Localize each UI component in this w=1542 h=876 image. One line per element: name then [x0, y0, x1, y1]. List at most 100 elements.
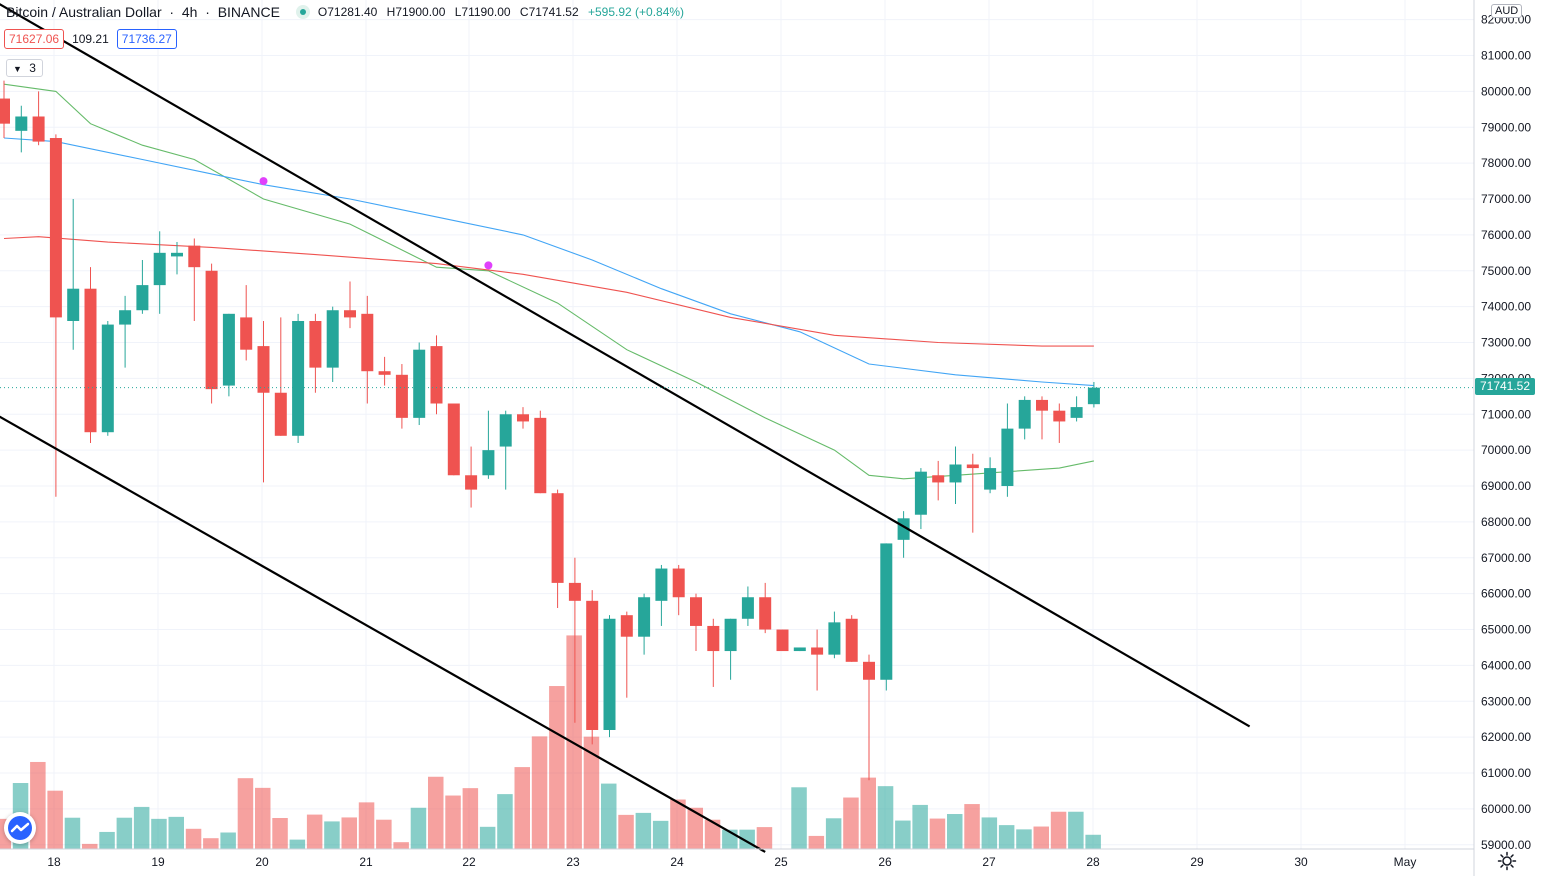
candle [153, 231, 166, 314]
volume-bar [912, 804, 928, 849]
volume-bar [1085, 834, 1101, 849]
volume-bar [704, 819, 721, 849]
time-tick-label: 23 [566, 855, 580, 869]
price-tick-label: 64000.00 [1481, 658, 1531, 672]
volume-bar [756, 827, 773, 849]
price-tick-label: 63000.00 [1481, 694, 1531, 708]
candle [101, 320, 114, 436]
candle [395, 364, 408, 429]
candle [845, 615, 858, 662]
candle-body [586, 600, 599, 730]
candle-body [1018, 399, 1031, 429]
close-value: C71741.52 [519, 5, 579, 19]
candle [136, 259, 149, 314]
volume-bar [652, 820, 669, 849]
candle-body [828, 622, 841, 655]
candle [430, 335, 443, 415]
candle-body [517, 414, 529, 422]
trendline [0, 415, 766, 853]
volume-bar [825, 818, 842, 849]
candle [344, 281, 356, 329]
candle [465, 446, 478, 508]
price-tick-label: 59000.00 [1481, 838, 1531, 852]
volume-bar [964, 804, 980, 849]
candle-body [413, 349, 426, 418]
volume-bar [549, 686, 565, 849]
chevron-down-icon: ▼ [13, 64, 22, 74]
price-tick-label: 73000.00 [1481, 336, 1531, 350]
ohlc-readout: O71281.40 H71900.00 L71190.00 C71741.52 … [318, 5, 684, 19]
moving-average-line [3, 83, 1095, 480]
volume-bar [479, 826, 496, 849]
candle [482, 410, 495, 479]
time-tick-label: 30 [1294, 855, 1308, 869]
candle [932, 460, 945, 501]
volume-bar [808, 835, 825, 849]
candle [966, 453, 979, 533]
indicators-toggle-button[interactable]: ▼ 3 [6, 59, 43, 77]
candle [914, 468, 927, 530]
candle [49, 134, 62, 497]
candle-body [759, 597, 772, 630]
grid [0, 0, 1474, 849]
bid-button[interactable]: 71627.06 [4, 29, 65, 49]
candle-body [1036, 399, 1048, 411]
change-value: +595.92 (+0.84%) [587, 5, 685, 19]
candle [759, 582, 772, 634]
candle [499, 410, 512, 490]
candle-body [845, 618, 858, 662]
time-tick-label: 20 [255, 855, 269, 869]
price-tick-label: 65000.00 [1481, 623, 1531, 637]
price-tick-label: 68000.00 [1481, 515, 1531, 529]
time-tick-label: May [1394, 855, 1417, 869]
candle-body [136, 285, 149, 311]
gear-icon[interactable] [1497, 851, 1517, 871]
time-tick-label: 25 [774, 855, 788, 869]
candle-body [1001, 428, 1014, 487]
market-status-icon[interactable] [295, 5, 310, 19]
candle-body [880, 543, 893, 680]
candle-body [257, 346, 270, 393]
volume-bar [237, 778, 254, 849]
time-tick-label: 21 [359, 855, 373, 869]
symbol-title[interactable]: Bitcoin / Australian Dollar · 4h · BINAN… [6, 4, 280, 20]
candle [1070, 396, 1083, 422]
candle [205, 263, 218, 404]
candle-body [361, 313, 374, 372]
volume-bar [324, 821, 340, 849]
tradingview-logo-icon[interactable] [4, 812, 36, 844]
ask-button[interactable]: 71736.27 [116, 29, 177, 49]
candle-body [49, 138, 62, 318]
candle [586, 590, 599, 745]
time-tick-label: 26 [878, 855, 892, 869]
volume-bar [203, 838, 219, 849]
moving-average-line [3, 137, 1094, 387]
candle-body [395, 374, 408, 418]
candle-body [101, 324, 114, 433]
candle [1001, 403, 1014, 497]
candle [309, 313, 322, 393]
candle [672, 564, 685, 616]
price-tick-label: 74000.00 [1481, 300, 1531, 314]
volume-bar [583, 736, 600, 849]
candle [949, 446, 962, 504]
volume-bar [601, 783, 617, 849]
candle-body [378, 371, 391, 375]
price-tick-label: 77000.00 [1481, 192, 1531, 206]
bid-ask-panel: 71627.06 109.21 71736.27 [4, 29, 177, 49]
candle [568, 557, 581, 723]
volume-bar [289, 839, 306, 849]
candle [1018, 396, 1031, 440]
currency-badge[interactable]: AUD [1491, 4, 1523, 18]
candle-body [672, 568, 685, 598]
volume-bar [462, 788, 479, 849]
candle [15, 105, 28, 153]
candle [897, 511, 910, 558]
price-tick-label: 70000.00 [1481, 443, 1531, 457]
candle-body [188, 245, 201, 268]
volume-bar [64, 817, 81, 849]
volume-bar [185, 828, 202, 849]
volume-bar [168, 816, 184, 849]
candle [620, 611, 633, 698]
